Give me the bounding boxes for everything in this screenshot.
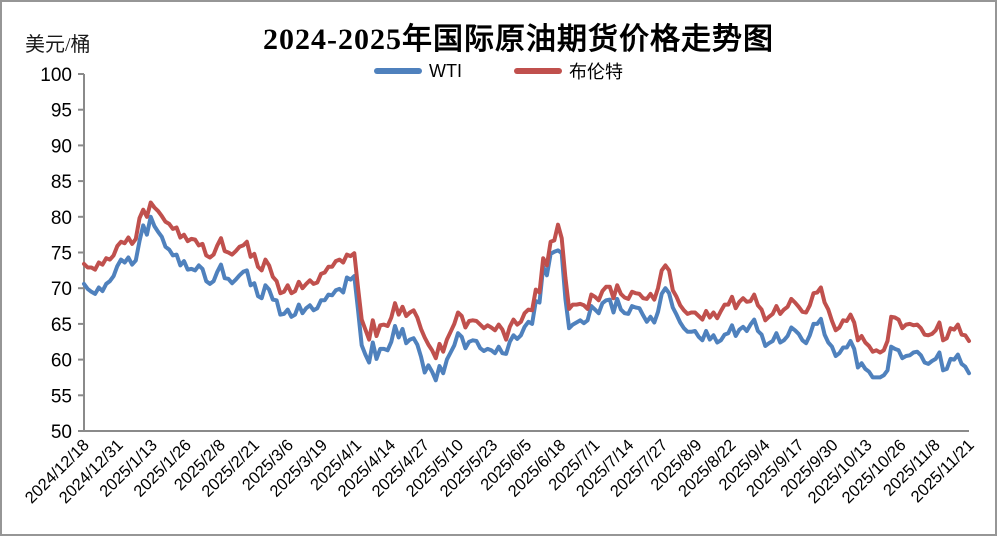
y-tick-label: 80 (51, 208, 72, 229)
y-tick-label: 75 (51, 244, 72, 265)
y-axis-unit-label: 美元/桶 (25, 34, 91, 56)
legend-item-wti: WTI (374, 61, 462, 82)
y-tick-label: 85 (51, 172, 72, 193)
y-tick-label: 95 (51, 101, 72, 122)
series-line-布伦特 (82, 200, 971, 361)
brent-line-marker (514, 68, 562, 74)
chart-title: 2024-2025年国际原油期货价格走势图 (263, 23, 774, 56)
legend-item-brent: 布伦特 (514, 58, 623, 84)
series-line-WTI (82, 214, 971, 383)
y-tick-label: 55 (51, 386, 72, 407)
y-tick-label: 50 (51, 422, 72, 443)
legend: WTI 布伦特 (2, 58, 995, 84)
legend-label-wti: WTI (429, 60, 462, 81)
y-tick-label: 70 (51, 279, 72, 300)
legend-label-brent: 布伦特 (569, 62, 623, 82)
y-tick-label: 60 (51, 351, 72, 372)
wti-line-marker (374, 68, 422, 74)
y-tick-label: 65 (51, 315, 72, 336)
y-tick-label: 90 (51, 136, 72, 157)
y-tick-label: 100 (40, 65, 72, 86)
